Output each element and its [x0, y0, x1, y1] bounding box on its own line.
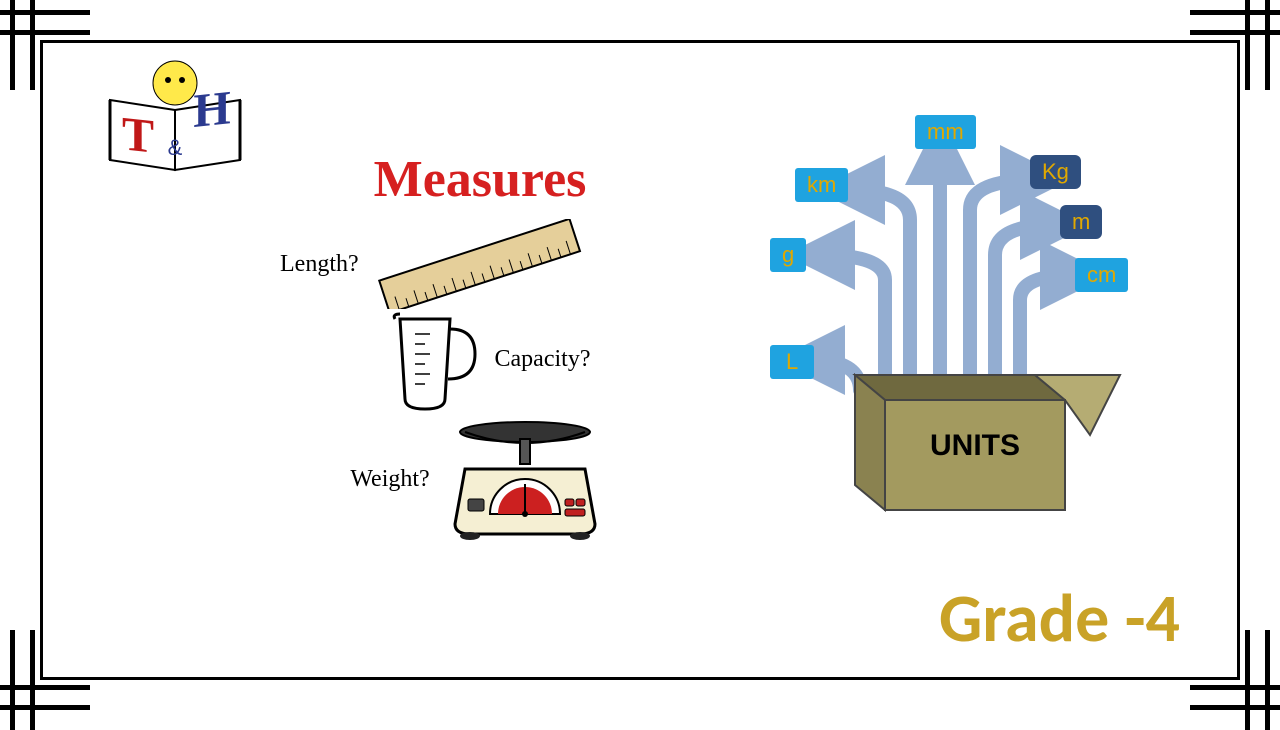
- unit-mm: mm: [915, 115, 976, 149]
- length-label: Length?: [280, 251, 359, 278]
- unit-m: m: [1060, 205, 1102, 239]
- units-box-label: UNITS: [930, 429, 1020, 462]
- logo-letter-h: H: [193, 81, 230, 138]
- unit-g: g: [770, 238, 806, 272]
- logo-icon: T & H: [100, 55, 250, 175]
- unit-l: L: [770, 345, 814, 379]
- grade-label: Grade -4: [939, 577, 1180, 660]
- jug-icon: [370, 299, 490, 419]
- unit-km: km: [795, 168, 848, 202]
- weight-label: Weight?: [350, 466, 429, 493]
- units-panel: UNITS mm km Kg m g cm L: [740, 100, 1170, 530]
- logo: T & H: [100, 55, 250, 180]
- measures-panel: Measures Length?: [280, 150, 680, 544]
- ruler-icon: [364, 219, 594, 309]
- logo-letter-t: T: [122, 107, 154, 163]
- measures-title: Measures: [280, 150, 680, 209]
- scale-icon: [440, 414, 610, 544]
- unit-kg: Kg: [1030, 155, 1081, 189]
- capacity-label: Capacity?: [495, 346, 591, 373]
- units-box-icon: UNITS: [740, 100, 1170, 530]
- unit-cm: cm: [1075, 258, 1128, 292]
- logo-amp: &: [168, 135, 183, 160]
